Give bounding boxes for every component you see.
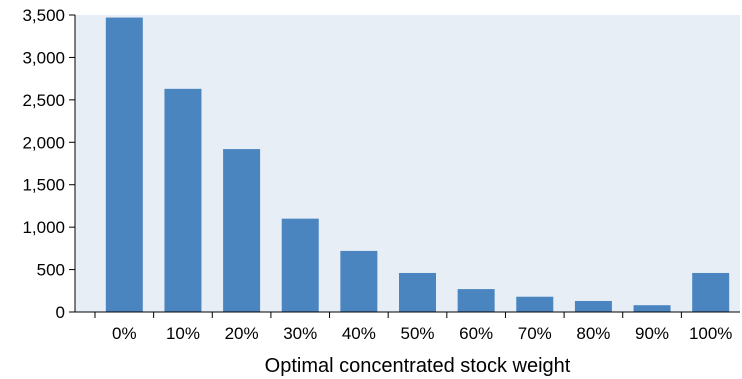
bar-60% [457,289,495,312]
x-tick-label: 40% [342,324,376,343]
bar-80% [574,300,612,312]
x-tick-label: 70% [518,324,552,343]
x-tick-label: 90% [635,324,669,343]
y-tick-label: 3,500 [22,6,65,25]
y-tick-label: 1,000 [22,218,65,237]
y-tick-label: 2,500 [22,91,65,110]
x-tick-label: 100% [689,324,732,343]
x-tick-label: 50% [400,324,434,343]
bar-70% [516,296,554,312]
bar-100% [692,272,730,312]
x-tick-label: 60% [459,324,493,343]
x-tick-label: 30% [283,324,317,343]
bar-90% [633,305,671,312]
bar-50% [399,272,436,312]
bar-20% [223,149,261,312]
bar-10% [164,88,202,312]
x-tick-label: 80% [576,324,610,343]
bar-0% [105,17,143,312]
y-tick-label: 500 [37,261,65,280]
x-axis-ticks: 0% 10% 20% 30% 40% 50% 60% 70% 80% 90% 100% [94,312,732,343]
y-tick-label: 2,000 [22,133,65,152]
x-tick-label: 20% [225,324,259,343]
x-tick-label: 10% [166,324,200,343]
bar-40% [340,250,378,312]
y-axis-ticks: 0 500 1,000 1,500 2,000 2,500 3,000 3,500 [22,6,75,322]
x-tick-label: 0% [112,324,137,343]
y-tick-label: 3,000 [22,48,65,67]
bar-30% [281,218,319,312]
y-tick-label: 0 [56,303,65,322]
bars [105,17,730,312]
y-tick-label: 1,500 [22,176,65,195]
x-axis-title: Optimal concentrated stock weight [265,355,571,377]
